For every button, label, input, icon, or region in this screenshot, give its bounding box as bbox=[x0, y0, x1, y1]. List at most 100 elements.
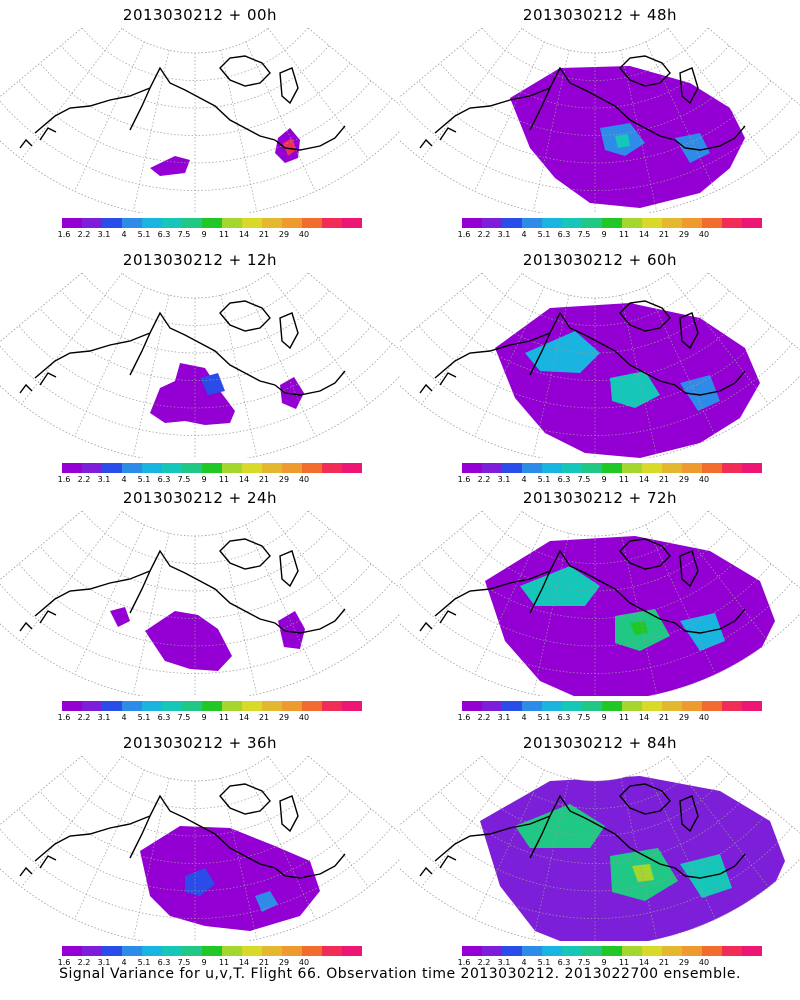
colorbar-swatch bbox=[302, 218, 322, 228]
graticule-meridian bbox=[474, 524, 545, 675]
colorbar-swatch bbox=[282, 463, 302, 473]
colorbar-swatch bbox=[542, 218, 562, 228]
colorbar-label: 29 bbox=[278, 475, 290, 484]
colorbar-label: 1.6 bbox=[57, 713, 71, 722]
variance-region bbox=[632, 864, 654, 882]
colorbar-label: 6.3 bbox=[157, 230, 171, 239]
colorbar-label: 14 bbox=[238, 713, 250, 722]
colorbar-label: 6.3 bbox=[557, 713, 571, 722]
colorbar-label: 40 bbox=[298, 958, 310, 967]
colorbar-swatch bbox=[522, 463, 542, 473]
graticule-meridian bbox=[220, 50, 258, 212]
variance-region bbox=[200, 373, 225, 395]
colorbar-swatch bbox=[122, 946, 142, 956]
colorbar-label: 3.1 bbox=[97, 475, 111, 484]
colorbar-swatch bbox=[662, 946, 682, 956]
colorbar-swatch bbox=[182, 946, 202, 956]
colorbar-swatch bbox=[162, 701, 182, 711]
variance-region bbox=[255, 891, 278, 912]
colorbar-swatch bbox=[542, 946, 562, 956]
colorbar-swatch bbox=[662, 463, 682, 473]
colorbar-swatch bbox=[102, 946, 122, 956]
graticule-meridian bbox=[267, 511, 369, 643]
variance-region bbox=[565, 904, 595, 941]
colorbar-label: 29 bbox=[678, 713, 690, 722]
coastline bbox=[274, 853, 346, 879]
coastline bbox=[219, 538, 271, 570]
colorbar-label: 1.6 bbox=[57, 230, 71, 239]
colorbar-label: 5.1 bbox=[537, 713, 551, 722]
colorbar-swatch bbox=[462, 218, 482, 228]
colorbar-swatch bbox=[742, 218, 762, 228]
colorbar: 1.6 2.2 3.1 4 5.1 6.3 7.5 9 11 14 21 29 40 bbox=[458, 946, 762, 980]
colorbar: 1.6 2.2 3.1 4 5.1 6.3 7.5 9 11 14 21 29 40 bbox=[458, 463, 762, 497]
colorbar-label: 5.1 bbox=[137, 713, 151, 722]
graticule-meridian bbox=[645, 286, 716, 437]
colorbar-label: 4 bbox=[521, 713, 527, 722]
coastline bbox=[39, 127, 57, 141]
variance-region bbox=[278, 611, 305, 649]
colorbar-label: 3.1 bbox=[497, 713, 511, 722]
variance-region bbox=[150, 363, 235, 425]
colorbar-label: 14 bbox=[238, 475, 250, 484]
map-panel: 2013030212 + 00h 1.6 2.2 3.1 4 5.1 6.3 7.5 9 11 14… bbox=[0, 0, 400, 240]
graticule-meridian bbox=[532, 533, 570, 695]
coastline bbox=[434, 549, 676, 624]
colorbar-swatch bbox=[582, 946, 602, 956]
graticule-meridian bbox=[220, 778, 258, 940]
colorbar-swatch bbox=[182, 218, 202, 228]
colorbar-swatch bbox=[202, 701, 222, 711]
colorbar-swatch bbox=[662, 218, 682, 228]
graticule-meridian bbox=[474, 769, 545, 920]
colorbar-swatch bbox=[702, 463, 722, 473]
graticule-meridian bbox=[132, 778, 170, 940]
graticule-latitude bbox=[39, 62, 351, 136]
graticule-meridian bbox=[421, 28, 523, 160]
coastline bbox=[19, 383, 33, 394]
coastline bbox=[279, 312, 299, 350]
panel-title: 2013030212 + 12h bbox=[122, 251, 278, 269]
graticule-meridian bbox=[74, 769, 145, 920]
coastline bbox=[619, 538, 671, 570]
colorbar-swatch bbox=[602, 946, 622, 956]
coastline bbox=[34, 66, 276, 141]
colorbar-swatch bbox=[542, 701, 562, 711]
colorbar-label: 5.1 bbox=[537, 230, 551, 239]
colorbar-swatch bbox=[262, 701, 282, 711]
colorbar-swatch bbox=[222, 701, 242, 711]
coastline bbox=[679, 67, 699, 105]
colorbar-swatch bbox=[522, 218, 542, 228]
colorbar-swatch bbox=[522, 946, 542, 956]
graticule-meridian bbox=[645, 41, 716, 192]
map-boundary bbox=[0, 28, 400, 213]
colorbar-swatch bbox=[282, 218, 302, 228]
graticule-meridian bbox=[267, 273, 369, 405]
colorbar-swatch bbox=[222, 218, 242, 228]
coastline bbox=[529, 570, 551, 614]
graticule-latitude bbox=[81, 28, 309, 81]
map-boundary bbox=[0, 273, 400, 458]
colorbar-swatch bbox=[302, 701, 322, 711]
colorbar-swatch bbox=[242, 463, 262, 473]
variance-region bbox=[525, 331, 600, 373]
coastline bbox=[674, 853, 746, 879]
graticule-latitude bbox=[18, 80, 372, 164]
colorbar-swatch bbox=[462, 946, 482, 956]
colorbar-label: 5.1 bbox=[137, 230, 151, 239]
colorbar-label: 21 bbox=[258, 713, 270, 722]
map-panel: 2013030212 + 36h 1.6 2.2 3.1 4 5.1 6.3 7.5 9 11 14… bbox=[0, 728, 400, 968]
colorbar-label: 2.2 bbox=[477, 958, 491, 967]
graticule-meridian bbox=[667, 273, 769, 405]
variance-region bbox=[675, 133, 710, 163]
coastline bbox=[219, 55, 271, 87]
variance-region bbox=[680, 375, 720, 411]
coastline bbox=[274, 370, 346, 396]
colorbar-swatch bbox=[482, 463, 502, 473]
colorbar-label: 11 bbox=[218, 475, 230, 484]
colorbar-swatch bbox=[142, 463, 162, 473]
map-boundary bbox=[0, 756, 400, 941]
colorbar-swatch bbox=[622, 463, 642, 473]
colorbar-label: 5.1 bbox=[537, 958, 551, 967]
colorbar-swatch bbox=[182, 463, 202, 473]
colorbar-label: 9 bbox=[601, 475, 607, 484]
